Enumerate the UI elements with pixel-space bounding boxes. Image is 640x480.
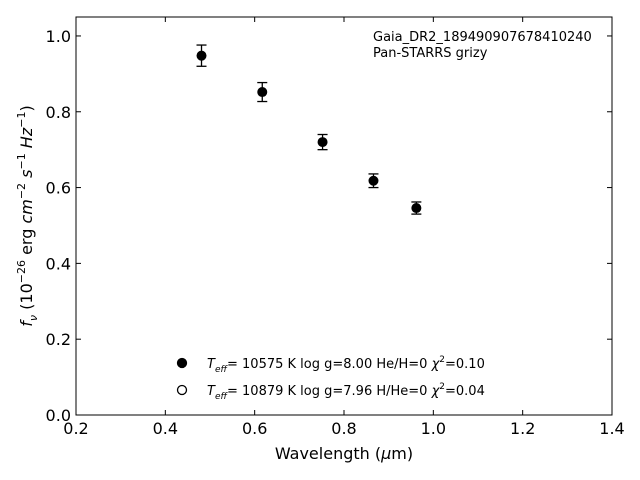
- y-axis-label-group: fν (10−26 erg cm−2 s−1 Hz−1): [15, 105, 40, 326]
- legend-marker: [176, 384, 188, 396]
- y-tick-label: 0.2: [46, 330, 71, 349]
- data-point: [196, 50, 207, 61]
- x-axis-label-main: Wavelength (: [275, 444, 381, 463]
- x-axis-ticks: 0.2 0.4 0.6 0.8 1.0 1.2 1.4: [63, 17, 625, 438]
- x-tick-label: 1.2: [510, 419, 535, 438]
- y-axis-label: fν (10−26 erg cm−2 s−1 Hz−1): [15, 105, 40, 326]
- legend-marker: [176, 357, 188, 369]
- y-tick-label: 0.0: [46, 406, 71, 425]
- x-axis-label: Wavelength (μm): [275, 444, 413, 463]
- annotation-line-2: Pan-STARRS grizy: [373, 46, 488, 61]
- legend-entry: Teff= 10575 K log g=8.00 He/H=0 χ2=0.10: [207, 355, 485, 375]
- data-point: [257, 87, 268, 98]
- x-tick-label: 0.6: [242, 419, 267, 438]
- y-axis-ticks: 0.0 0.2 0.4 0.6 0.8 1.0: [46, 27, 612, 425]
- y-tick-label: 0.6: [46, 179, 71, 198]
- y-tick-label: 1.0: [46, 27, 71, 46]
- annotation-line-1: Gaia_DR2_189490907678410240: [373, 30, 592, 45]
- x-tick-label: 0.8: [331, 419, 356, 438]
- x-tick-label: 1.0: [421, 419, 446, 438]
- y-tick-label: 0.4: [46, 254, 71, 273]
- data-point: [368, 175, 379, 186]
- x-axis-label-mu: μ: [380, 444, 391, 463]
- plot-frame: [75, 16, 613, 416]
- y-tick-label: 0.8: [46, 103, 71, 122]
- x-tick-label: 0.4: [153, 419, 178, 438]
- data-point: [411, 203, 422, 214]
- legend: Teff= 10575 K log g=8.00 He/H=0 χ2=0.10 T…: [176, 355, 485, 402]
- x-tick-label: 1.4: [599, 419, 624, 438]
- legend-entry: Teff= 10879 K log g=7.96 H/He=0 χ2=0.04: [207, 382, 485, 402]
- x-tick-label: 0.2: [63, 419, 88, 438]
- data-point: [317, 137, 328, 148]
- data-points: [196, 44, 422, 215]
- x-axis-label-unit: m): [391, 444, 413, 463]
